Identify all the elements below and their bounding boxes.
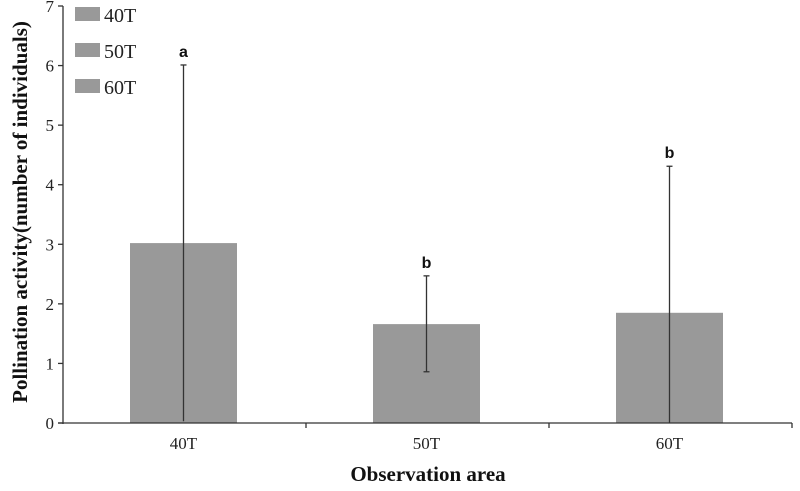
x-tick-label: 60T: [656, 434, 684, 453]
legend-label: 60T: [104, 77, 136, 99]
legend-label: 50T: [104, 41, 136, 63]
y-tick-label: 7: [46, 0, 55, 16]
legend-swatch: [75, 79, 100, 93]
x-tick-label: 40T: [170, 434, 198, 453]
y-tick-label: 0: [46, 414, 55, 433]
x-axis: 40T 50T 60T: [58, 422, 793, 453]
legend-swatch: [75, 7, 100, 21]
significance-labels: a b b: [179, 44, 675, 272]
x-axis-title: Observation area: [350, 462, 506, 486]
y-tick-label: 6: [46, 57, 55, 76]
y-tick-label: 2: [46, 295, 55, 314]
significance-label: b: [422, 255, 432, 272]
significance-label: b: [665, 145, 675, 162]
legend-label: 40T: [104, 5, 136, 27]
legend-swatch: [75, 43, 100, 57]
y-tick-label: 1: [46, 354, 55, 373]
x-tick-label: 50T: [413, 434, 441, 453]
y-axis-title: Pollination activity(number of individua…: [8, 21, 32, 403]
legend: 40T 50T 60T: [75, 5, 136, 99]
y-axis: 0 1 2 3 4 5 6 7: [46, 0, 64, 433]
y-tick-label: 5: [46, 116, 55, 135]
y-tick-label: 3: [46, 235, 55, 254]
significance-label: a: [179, 44, 188, 61]
error-bars: [180, 64, 673, 423]
y-tick-label: 4: [46, 176, 55, 195]
